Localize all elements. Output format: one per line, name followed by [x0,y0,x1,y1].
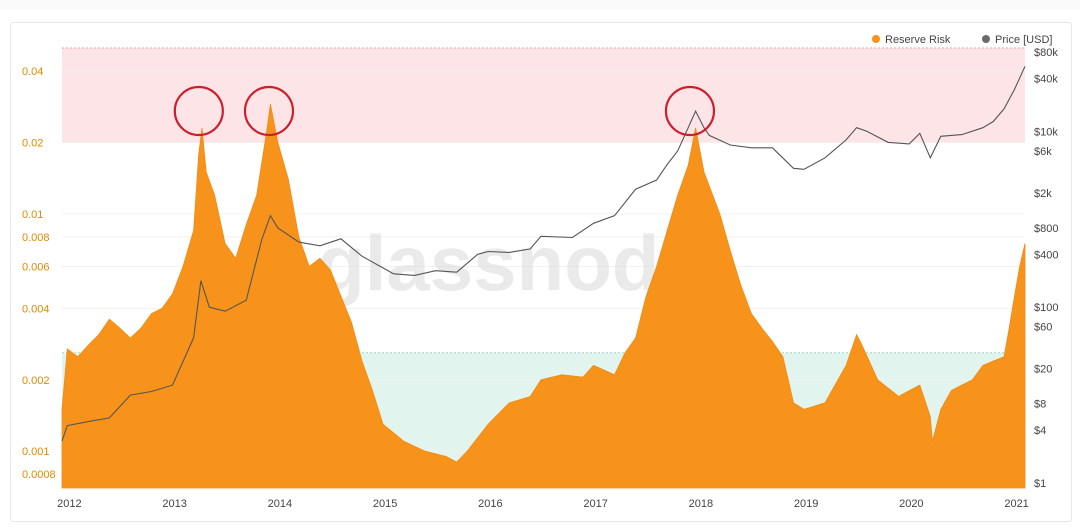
y-right-tick-label: $6k [1034,146,1052,158]
x-axis: 2012 2013 2014 2015 2016 2017 2018 2019 2020 2021 [57,498,1029,510]
watermark: glassnode [317,219,703,307]
y-left-tick-label: 0.008 [22,232,50,244]
y-right-tick-label: $800 [1034,223,1058,235]
y-right-tick-label: $20 [1034,364,1052,376]
x-tick-label: 2020 [899,498,923,510]
x-tick-label: 2019 [794,498,818,510]
x-tick-label: 2015 [373,498,397,510]
peak-circle [664,85,716,137]
y-left-tick-label: 0.01 [22,209,43,221]
legend-label: Reserve Risk [885,34,951,46]
y-right-tick-label: $100 [1034,302,1058,314]
legend-swatch [982,35,990,43]
x-tick-label: 2016 [478,498,502,510]
y-right-tick-label: $400 [1034,249,1058,261]
y-right-tick-label: $8 [1034,399,1046,411]
x-tick-label: 2021 [1004,498,1028,510]
reserve-risk-area [61,104,1026,489]
y-right-tick-label: $60 [1034,322,1052,334]
peak-highlights [173,85,716,137]
y-left-tick-label: 0.02 [22,137,43,149]
reserve-risk-series [61,104,1026,489]
peak-circle [173,85,224,137]
price-line [61,66,1026,442]
x-tick-label: 2017 [583,498,607,510]
top-strip [0,0,1080,10]
y-axis-right: $80k $40k $10k $6k $2k $800 $400 $100 $60 $20 $8 $4… [1034,47,1058,490]
legend-label: Price [USD] [995,34,1052,46]
y-right-tick-label: $80k [1034,47,1058,59]
y-right-tick-label: $10k [1034,126,1058,138]
band-high-risk [62,48,1025,143]
y-left-tick-label: 0.004 [22,303,50,315]
y-left-tick-label: 0.04 [22,66,43,78]
legend: Reserve Risk Price [USD] [872,34,1052,46]
y-left-tick-label: 0.0008 [22,469,56,481]
price-series [61,66,1026,442]
peak-circle [243,85,295,137]
x-tick-label: 2013 [162,498,186,510]
y-left-tick-label: 0.002 [22,375,50,387]
y-right-tick-label: $40k [1034,73,1058,85]
x-tick-label: 2012 [57,498,81,510]
x-tick-label: 2014 [268,498,292,510]
y-right-tick-label: $2k [1034,188,1052,200]
legend-swatch [872,35,880,43]
y-left-tick-label: 0.001 [22,446,50,458]
y-left-tick-label: 0.006 [22,262,50,274]
y-right-tick-label: $1 [1034,478,1046,490]
y-right-tick-label: $4 [1034,425,1046,437]
y-axis-left: 0.04 0.02 0.01 0.008 0.006 0.004 0.002 0.001 0.0… [22,66,56,481]
x-tick-label: 2018 [689,498,713,510]
